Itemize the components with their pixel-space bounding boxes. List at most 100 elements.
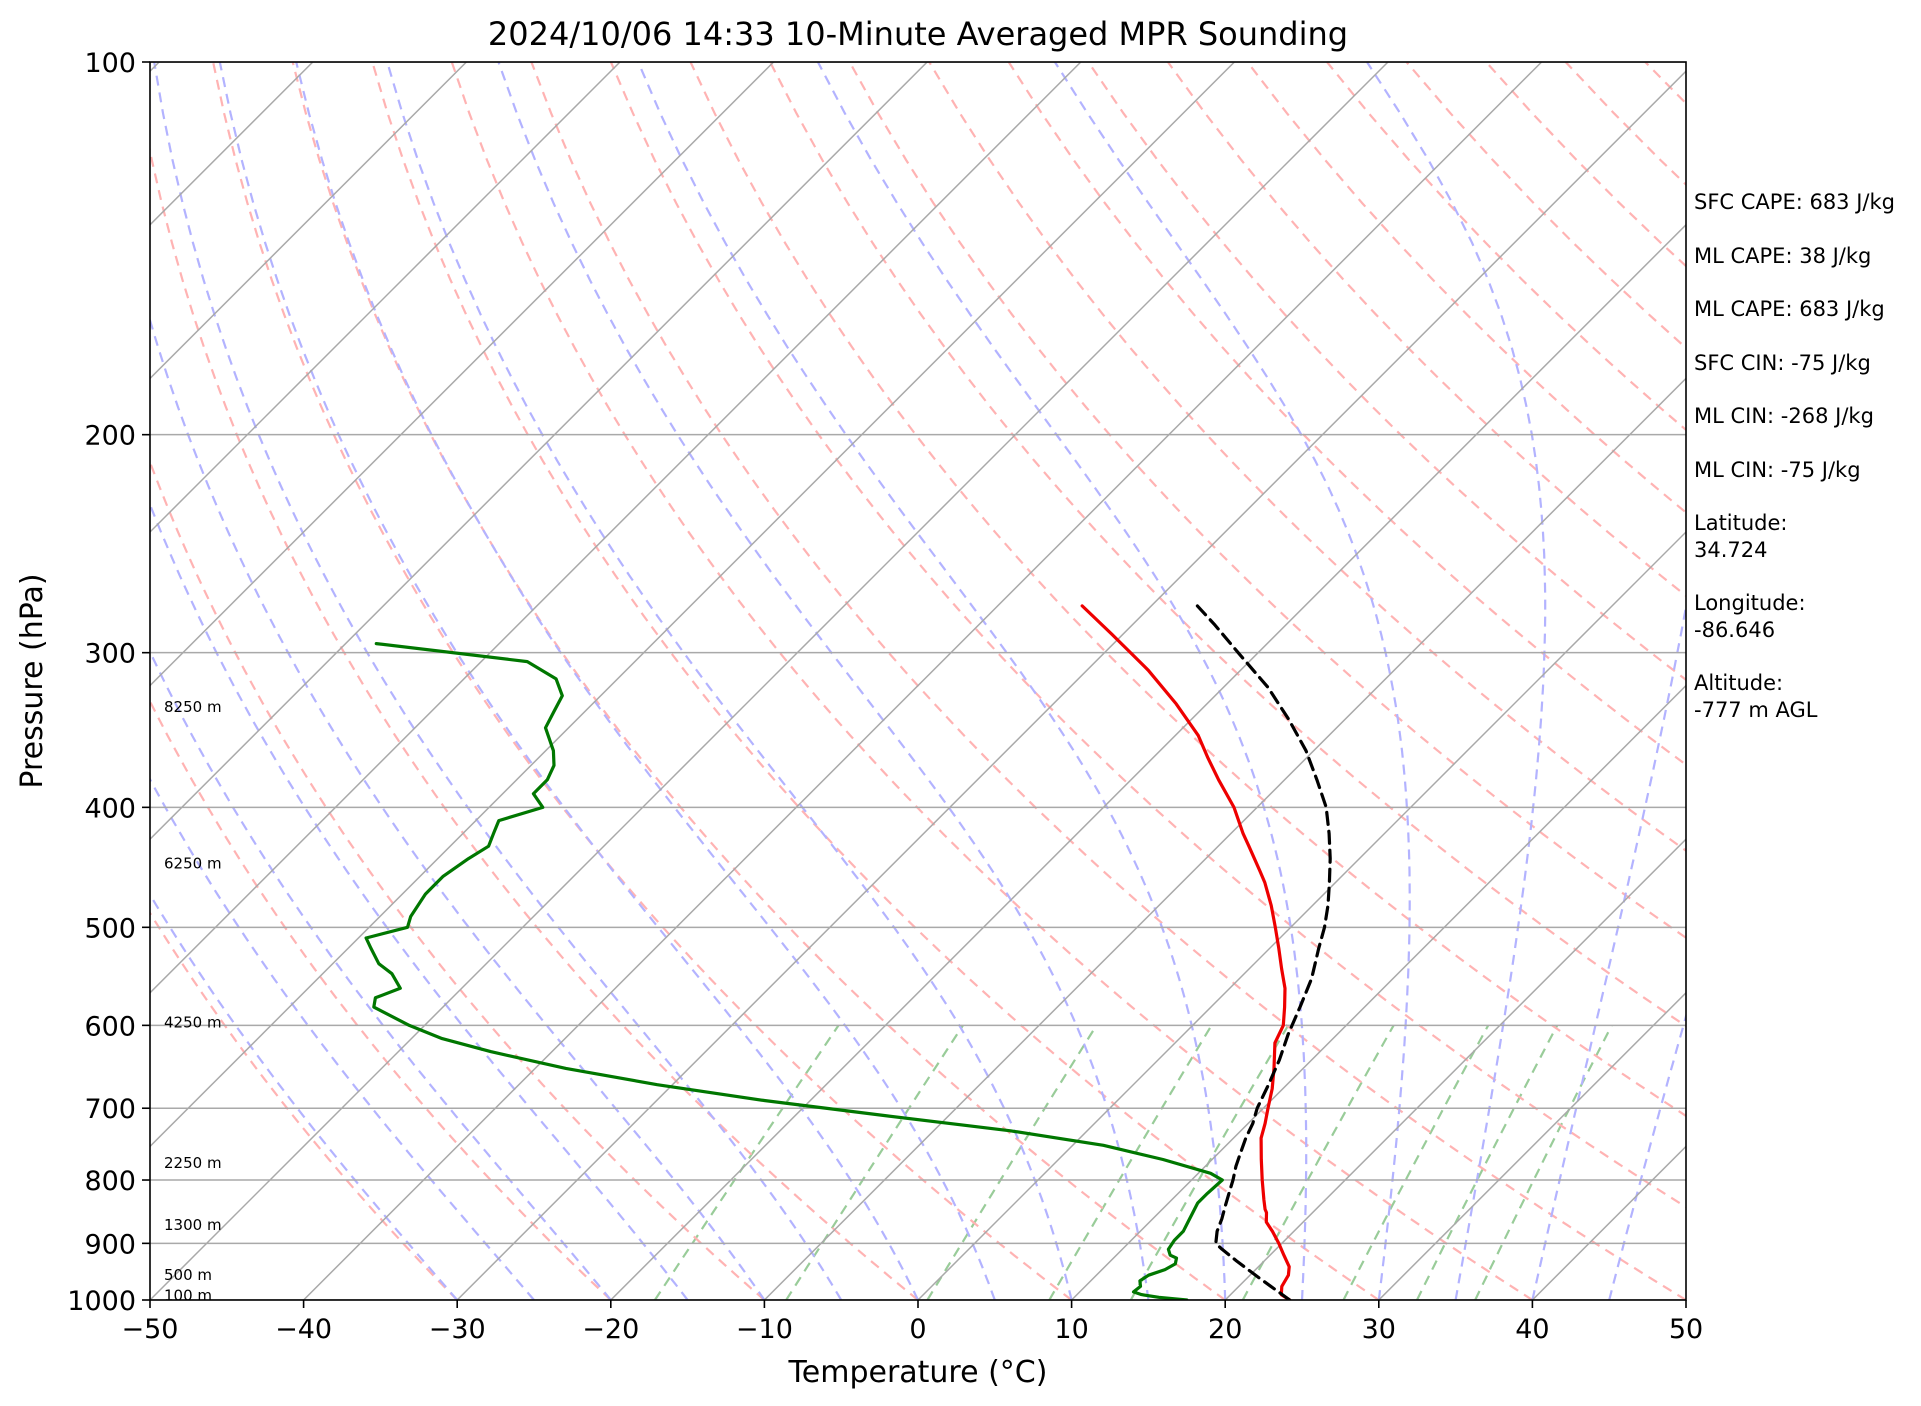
temperature-trace [1080, 604, 1292, 1300]
info-sfc-cin: SFC CIN: -75 J/kg [1694, 351, 1871, 375]
sounding-traces [364, 604, 1332, 1300]
dry-adiabat-line [848, 62, 1686, 940]
y-axis-ticks: 1000 900 800 700 600 500 400 300 200 100 [67, 48, 150, 1317]
y-tick-label: 1000 [67, 1286, 136, 1317]
height-label: 4250 m [164, 1014, 222, 1032]
isotherm-line [150, 62, 467, 380]
height-label: 100 m [164, 1287, 212, 1305]
info-ml-cape-2: ML CAPE: 683 J/kg [1694, 297, 1885, 321]
dry-adiabat-line [1167, 62, 1686, 598]
x-tick-label: 10 [1054, 1314, 1088, 1345]
isotherm-line [150, 62, 621, 534]
x-axis-label: Temperature (°C) [788, 1355, 1048, 1390]
moist-adiabat-line [497, 62, 1150, 1300]
y-tick-label: 100 [84, 48, 136, 79]
isotherm-line [610, 223, 1686, 1300]
height-label: 1300 m [164, 1216, 222, 1234]
height-label: 500 m [164, 1266, 212, 1284]
isotherm-line [150, 62, 928, 841]
x-tick-label: 50 [1669, 1314, 1703, 1345]
dewpoint-trace [364, 642, 1224, 1300]
height-label: 6250 m [164, 854, 222, 872]
x-tick-label: −10 [736, 1314, 793, 1345]
plot-area [150, 62, 1686, 1300]
isotherm-line [1378, 991, 1686, 1300]
moist-adiabat-line [150, 316, 766, 1300]
x-tick-label: −20 [582, 1314, 639, 1345]
height-labels: 100 m 500 m 1300 m 2250 m 4250 m 6250 m 8250 m [164, 698, 222, 1305]
isotherm-line [456, 70, 1686, 1300]
x-tick-label: 30 [1362, 1314, 1396, 1345]
isotherm-line [150, 62, 1082, 994]
x-tick-label: −50 [122, 1314, 179, 1345]
moist-adiabat-line [1531, 600, 1686, 1300]
y-tick-label: 200 [84, 421, 136, 452]
moist-adiabats [150, 62, 1686, 1300]
dry-adiabat-line [1007, 62, 1686, 767]
moist-adiabat-line [295, 62, 996, 1300]
moist-adiabat-line [637, 62, 1227, 1300]
x-axis-ticks: −50 −40 −30 −20 −10 0 10 20 30 40 50 [122, 1300, 1703, 1345]
dry-adiabat-line [609, 62, 1686, 1209]
isotherm-line [150, 62, 1389, 1300]
parcel-trace [1195, 604, 1332, 1300]
chart-title: 2024/10/06 14:33 10-Minute Averaged MPR … [488, 15, 1348, 53]
isotherm-line [303, 62, 1543, 1300]
x-tick-label: 0 [909, 1314, 926, 1345]
info-longitude-label: Longitude: [1694, 591, 1806, 615]
info-ml-cin-1: ML CIN: -268 J/kg [1694, 404, 1874, 428]
mixing-ratio-line [1416, 1024, 1559, 1300]
x-tick-label: 40 [1515, 1314, 1549, 1345]
isotherm-line [763, 377, 1686, 1300]
info-altitude-label: Altitude: [1694, 671, 1783, 695]
moist-adiabat-line [150, 501, 689, 1300]
dry-adiabat-line [150, 910, 458, 1300]
info-altitude-value: -777 m AGL [1694, 698, 1818, 722]
y-tick-label: 500 [84, 913, 136, 944]
y-tick-label: 300 [84, 639, 136, 670]
dry-adiabat-line [150, 145, 919, 1300]
moist-adiabat-line [1366, 62, 1547, 1300]
x-tick-label: −40 [275, 1314, 332, 1345]
moist-adiabat-line [150, 777, 535, 1300]
info-latitude-value: 34.724 [1694, 538, 1767, 562]
dry-adiabat-line [150, 699, 612, 1300]
isotherms [150, 62, 1686, 1300]
y-tick-label: 400 [84, 793, 136, 824]
x-tick-label: −30 [429, 1314, 486, 1345]
moist-adiabat-line [150, 649, 612, 1300]
moist-adiabat-line [1608, 1012, 1686, 1300]
dry-adiabat-line [150, 459, 766, 1300]
dry-adiabats [150, 62, 1686, 1300]
info-latitude-label: Latitude: [1694, 511, 1788, 535]
moist-adiabat-line [150, 892, 459, 1300]
dry-adiabat-line [212, 62, 1073, 1300]
mixing-ratio-line [1342, 1024, 1490, 1300]
dry-adiabat-line [689, 62, 1686, 1118]
isotherm-line [1071, 684, 1686, 1300]
y-tick-label: 600 [84, 1011, 136, 1042]
info-longitude-value: -86.646 [1694, 618, 1775, 642]
moist-adiabat-line [386, 62, 1073, 1300]
y-tick-label: 800 [84, 1166, 136, 1197]
isotherm-line [150, 62, 775, 687]
info-ml-cin-2: ML CIN: -75 J/kg [1694, 458, 1861, 482]
y-tick-label: 900 [84, 1229, 136, 1260]
dry-adiabat-line [530, 62, 1686, 1300]
moist-adiabat-line [153, 62, 843, 1300]
info-panel: SFC CAPE: 683 J/kg ML CAPE: 38 J/kg ML C… [1694, 190, 1895, 722]
pressure-gridlines [150, 62, 1686, 1300]
y-axis-label: Pressure (hPa) [15, 573, 50, 788]
info-ml-cape-1: ML CAPE: 38 J/kg [1694, 244, 1871, 268]
height-label: 8250 m [164, 698, 222, 716]
dry-adiabat-line [769, 62, 1686, 1028]
y-tick-label: 700 [84, 1094, 136, 1125]
isotherm-line [917, 530, 1686, 1300]
dry-adiabat-line [291, 62, 1226, 1300]
dry-adiabat-line [450, 62, 1533, 1300]
moist-adiabat-line [816, 62, 1308, 1300]
isotherm-line [150, 62, 1235, 1148]
height-label: 2250 m [164, 1154, 222, 1172]
